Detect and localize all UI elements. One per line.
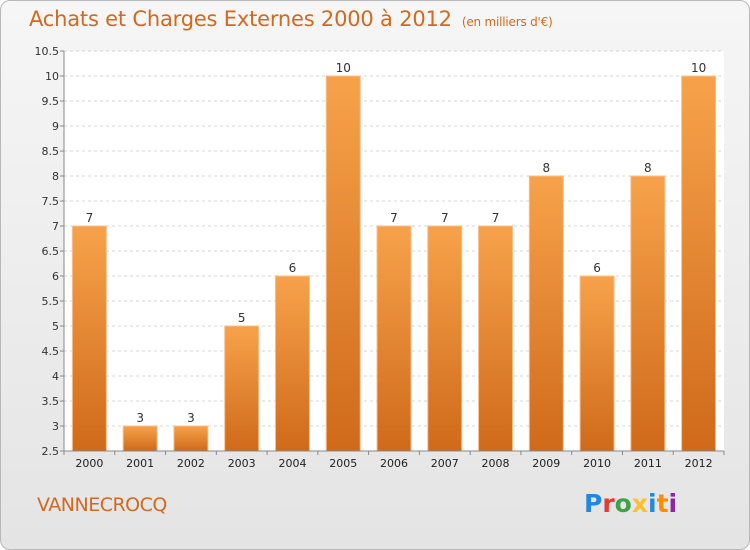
x-tick-label: 2007	[431, 457, 459, 470]
logo-letter: t	[656, 489, 669, 518]
data-label-2012: 10	[691, 61, 706, 75]
x-tick-label: 2009	[532, 457, 560, 470]
x-tick-label: 2000	[75, 457, 103, 470]
data-label-2004: 6	[289, 261, 297, 275]
data-label-2002: 3	[187, 411, 195, 425]
x-tick-label: 2004	[278, 457, 306, 470]
x-tick-label: 2001	[126, 457, 154, 470]
bar-2006	[376, 225, 412, 452]
logo-letter: o	[614, 489, 632, 518]
data-label-2001: 3	[136, 411, 144, 425]
bar-2001	[122, 425, 158, 452]
chart-title-text: Achats et Charges Externes 2000 à 2012	[29, 7, 452, 31]
logo-letter: i	[668, 489, 678, 518]
y-tick-label: 4	[52, 370, 59, 383]
town-name: VANNECROCQ	[37, 494, 167, 516]
y-tick-label: 4.5	[42, 345, 60, 358]
y-tick-label: 7	[52, 220, 59, 233]
x-tick-label: 2002	[177, 457, 205, 470]
y-tick-label: 10	[45, 70, 59, 83]
data-labels: 7 3 3 5 6 10 7 7 7 8 6 8 10	[86, 61, 707, 425]
y-tick-label: 3.5	[42, 395, 60, 408]
data-label-2000: 7	[86, 211, 94, 225]
bar-2003	[224, 325, 260, 452]
bar-2010	[579, 275, 615, 452]
y-axis: 2.5 3 3.5 4 4.5 5 5.5 6 6.5 7 7.5 8 8.5 9 9.5 10 10.5	[35, 45, 65, 458]
x-tick-label: 2012	[685, 457, 713, 470]
x-tick-label: 2008	[482, 457, 510, 470]
bar-2005	[325, 75, 361, 452]
bar-2011	[630, 175, 666, 452]
x-tick-label: 2005	[329, 457, 357, 470]
proxiti-logo: Proxiti	[584, 489, 677, 518]
y-tick-label: 9.5	[42, 95, 60, 108]
y-tick-label: 5.5	[42, 295, 60, 308]
bars	[71, 75, 717, 452]
bar-2012	[681, 75, 717, 452]
y-tick-label: 9	[52, 120, 59, 133]
bar-2004	[274, 275, 310, 452]
y-tick-label: 2.5	[42, 445, 60, 458]
data-label-2010: 6	[593, 261, 601, 275]
x-tick-label: 2011	[634, 457, 662, 470]
bar-2000	[71, 225, 107, 452]
x-tick-label: 2006	[380, 457, 408, 470]
bar-2007	[427, 225, 463, 452]
data-label-2008: 7	[492, 211, 500, 225]
y-tick-label: 5	[52, 320, 59, 333]
y-tick-label: 8.5	[42, 145, 60, 158]
logo-letter: r	[602, 489, 615, 518]
bar-2002	[173, 425, 209, 452]
data-label-2009: 8	[542, 161, 550, 175]
chart-unit: (en milliers d'€)	[461, 15, 553, 29]
y-tick-label: 6.5	[42, 245, 60, 258]
logo-letter: P	[584, 489, 603, 518]
data-label-2011: 8	[644, 161, 652, 175]
y-tick-label: 8	[52, 170, 59, 183]
logo-letter: i	[648, 489, 657, 518]
y-tick-label: 7.5	[42, 195, 60, 208]
x-tick-label: 2010	[583, 457, 611, 470]
y-tick-label: 3	[52, 420, 59, 433]
logo-letter: x	[631, 489, 648, 518]
y-tick-label: 6	[52, 270, 59, 283]
bar-2009	[528, 175, 564, 452]
data-label-2005: 10	[336, 61, 351, 75]
x-axis: 2000 2001 2002 2003 2004 2005 2006 2007 2008 2009…	[63, 450, 725, 470]
data-label-2007: 7	[441, 211, 449, 225]
bar-2008	[478, 225, 514, 452]
data-label-2003: 5	[238, 311, 246, 325]
x-tick-label: 2003	[228, 457, 256, 470]
y-tick-label: 10.5	[35, 45, 60, 58]
chart-title: Achats et Charges Externes 2000 à 2012 (e…	[29, 7, 553, 31]
data-label-2006: 7	[390, 211, 398, 225]
